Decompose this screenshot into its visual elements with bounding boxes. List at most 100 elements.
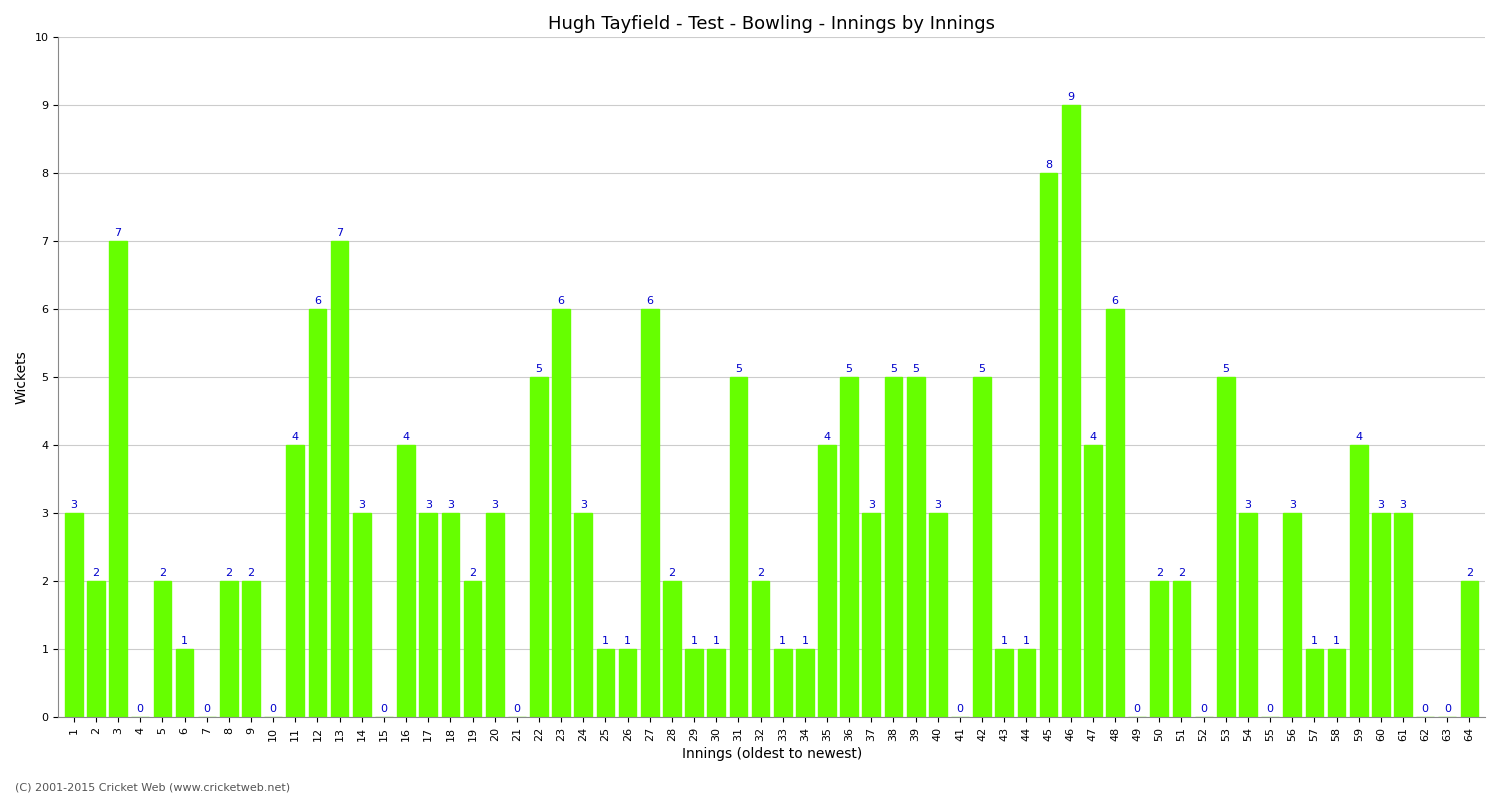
Text: 6: 6 <box>314 296 321 306</box>
Text: 2: 2 <box>1466 568 1473 578</box>
Text: 0: 0 <box>1444 704 1450 714</box>
Y-axis label: Wickets: Wickets <box>15 350 28 404</box>
Text: 0: 0 <box>1134 704 1140 714</box>
Text: 2: 2 <box>470 568 476 578</box>
Text: 1: 1 <box>712 636 720 646</box>
Text: 3: 3 <box>358 500 366 510</box>
Text: 6: 6 <box>1112 296 1119 306</box>
Text: 3: 3 <box>70 500 78 510</box>
Text: 1: 1 <box>182 636 188 646</box>
Text: 2: 2 <box>225 568 232 578</box>
Bar <box>729 378 747 718</box>
Text: 6: 6 <box>646 296 654 306</box>
Bar <box>1040 174 1058 718</box>
Text: 5: 5 <box>536 364 543 374</box>
Bar <box>1173 582 1191 718</box>
Bar <box>796 650 813 718</box>
Title: Hugh Tayfield - Test - Bowling - Innings by Innings: Hugh Tayfield - Test - Bowling - Innings… <box>548 15 994 33</box>
Bar <box>1350 446 1368 718</box>
Bar <box>1216 378 1234 718</box>
Bar <box>908 378 924 718</box>
Bar <box>420 514 436 718</box>
Text: 3: 3 <box>580 500 586 510</box>
Bar <box>818 446 836 718</box>
Text: 0: 0 <box>270 704 276 714</box>
Text: 2: 2 <box>1156 568 1162 578</box>
Text: 5: 5 <box>912 364 920 374</box>
Text: 3: 3 <box>490 500 498 510</box>
Text: 5: 5 <box>1222 364 1230 374</box>
Text: 9: 9 <box>1066 92 1074 102</box>
Bar <box>1394 514 1411 718</box>
Text: 3: 3 <box>934 500 942 510</box>
Bar <box>464 582 482 718</box>
Bar <box>242 582 260 718</box>
Text: 5: 5 <box>735 364 742 374</box>
Text: 0: 0 <box>202 704 210 714</box>
Text: 2: 2 <box>248 568 255 578</box>
Bar <box>87 582 105 718</box>
Bar <box>974 378 992 718</box>
Bar <box>1062 106 1080 718</box>
Text: 3: 3 <box>424 500 432 510</box>
Bar <box>574 514 592 718</box>
Bar <box>220 582 237 718</box>
Bar <box>928 514 946 718</box>
Bar <box>708 650 724 718</box>
Text: 3: 3 <box>1245 500 1251 510</box>
Text: 4: 4 <box>1089 432 1096 442</box>
Text: 2: 2 <box>1178 568 1185 578</box>
Bar <box>1150 582 1168 718</box>
Bar <box>64 514 82 718</box>
Text: 2: 2 <box>93 568 99 578</box>
Text: 3: 3 <box>868 500 874 510</box>
Bar <box>663 582 681 718</box>
Text: 5: 5 <box>846 364 852 374</box>
Text: 0: 0 <box>957 704 963 714</box>
Bar <box>153 582 171 718</box>
Text: 1: 1 <box>690 636 698 646</box>
Bar <box>862 514 880 718</box>
Text: 3: 3 <box>447 500 454 510</box>
Text: (C) 2001-2015 Cricket Web (www.cricketweb.net): (C) 2001-2015 Cricket Web (www.cricketwe… <box>15 782 290 792</box>
Text: 7: 7 <box>114 228 122 238</box>
Bar <box>309 310 327 718</box>
Bar <box>1305 650 1323 718</box>
Bar <box>286 446 304 718</box>
Bar <box>486 514 504 718</box>
Bar <box>996 650 1012 718</box>
Text: 4: 4 <box>824 432 831 442</box>
Bar <box>597 650 615 718</box>
Text: 7: 7 <box>336 228 344 238</box>
Text: 3: 3 <box>1288 500 1296 510</box>
Bar <box>110 242 128 718</box>
Text: 2: 2 <box>669 568 675 578</box>
Text: 1: 1 <box>1311 636 1318 646</box>
Text: 8: 8 <box>1046 160 1052 170</box>
Text: 1: 1 <box>1023 636 1031 646</box>
Text: 2: 2 <box>758 568 764 578</box>
Text: 0: 0 <box>381 704 387 714</box>
Text: 4: 4 <box>292 432 298 442</box>
Bar <box>176 650 194 718</box>
Bar <box>1106 310 1124 718</box>
Bar <box>530 378 548 718</box>
Text: 3: 3 <box>1400 500 1407 510</box>
Bar <box>552 310 570 718</box>
Bar <box>352 514 370 718</box>
Text: 0: 0 <box>513 704 520 714</box>
Text: 6: 6 <box>558 296 564 306</box>
Text: 5: 5 <box>978 364 986 374</box>
Text: 1: 1 <box>778 636 786 646</box>
Bar <box>885 378 903 718</box>
Bar <box>752 582 770 718</box>
Text: 4: 4 <box>402 432 410 442</box>
Bar <box>640 310 658 718</box>
Bar <box>686 650 703 718</box>
Text: 0: 0 <box>1422 704 1428 714</box>
Text: 4: 4 <box>1354 432 1362 442</box>
Text: 1: 1 <box>1334 636 1340 646</box>
Bar <box>1328 650 1346 718</box>
Text: 0: 0 <box>1266 704 1274 714</box>
Bar <box>398 446 416 718</box>
